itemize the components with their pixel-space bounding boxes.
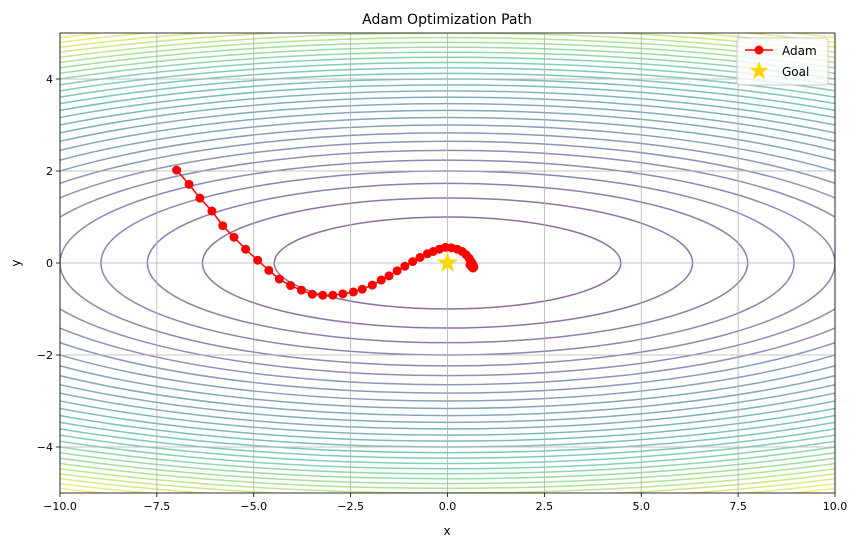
adam-point bbox=[264, 265, 274, 275]
y-axis-label: y bbox=[9, 259, 23, 266]
ticks: −10.0 −7.5 −5.0 −2.5 0.0 2.5 5.0 7.5 10.0 −4 −2 0 2 4 bbox=[37, 73, 847, 513]
x-tick-label: 7.5 bbox=[729, 500, 747, 513]
legend: Adam Goal bbox=[736, 37, 829, 86]
y-tick-label: −4 bbox=[37, 441, 53, 454]
x-tick-label: −10.0 bbox=[43, 500, 77, 513]
adam-point bbox=[207, 206, 217, 216]
x-tick-label: 0.0 bbox=[439, 500, 457, 513]
x-tick-label: −2.5 bbox=[337, 500, 364, 513]
x-tick-label: −5.0 bbox=[240, 500, 267, 513]
adam-point bbox=[400, 261, 410, 271]
legend-label-goal: Goal bbox=[782, 65, 809, 79]
adam-point bbox=[229, 232, 239, 242]
y-tick-label: −2 bbox=[37, 349, 53, 362]
x-tick-label: 2.5 bbox=[536, 500, 554, 513]
chart-title: Adam Optimization Path bbox=[362, 12, 532, 28]
x-tick-label: 10.0 bbox=[823, 500, 848, 513]
adam-point bbox=[318, 290, 328, 300]
adam-point bbox=[184, 179, 194, 189]
adam-point bbox=[328, 290, 338, 300]
y-tick-label: 4 bbox=[46, 73, 53, 86]
adam-point bbox=[286, 281, 296, 291]
y-tick-label: 2 bbox=[46, 165, 53, 178]
adam-point bbox=[218, 221, 228, 231]
adam-point bbox=[408, 257, 418, 267]
adam-point bbox=[195, 193, 205, 203]
adam-point bbox=[274, 274, 284, 284]
adam-path-line bbox=[176, 169, 475, 296]
adam-point bbox=[357, 284, 367, 294]
adam-point bbox=[415, 252, 425, 262]
legend-marker-adam bbox=[754, 45, 764, 55]
legend-label-adam: Adam bbox=[782, 44, 817, 58]
adam-point bbox=[338, 289, 348, 299]
adam-path bbox=[172, 165, 479, 300]
x-tick-label: −7.5 bbox=[144, 500, 171, 513]
adam-point bbox=[172, 165, 182, 175]
y-tick-label: 0 bbox=[46, 257, 53, 270]
adam-point bbox=[296, 285, 306, 295]
goal-star-icon bbox=[437, 252, 458, 272]
x-axis-label: x bbox=[443, 524, 450, 538]
adam-point bbox=[367, 280, 377, 290]
legend-star-icon bbox=[749, 61, 769, 80]
adam-point bbox=[241, 244, 251, 254]
adam-point bbox=[253, 255, 263, 265]
adam-point bbox=[392, 266, 402, 276]
adam-point bbox=[376, 275, 386, 285]
x-tick-label: 5.0 bbox=[633, 500, 651, 513]
adam-point bbox=[467, 261, 477, 271]
adam-point bbox=[348, 287, 358, 297]
adam-point bbox=[307, 289, 317, 299]
adam-point bbox=[384, 271, 394, 281]
